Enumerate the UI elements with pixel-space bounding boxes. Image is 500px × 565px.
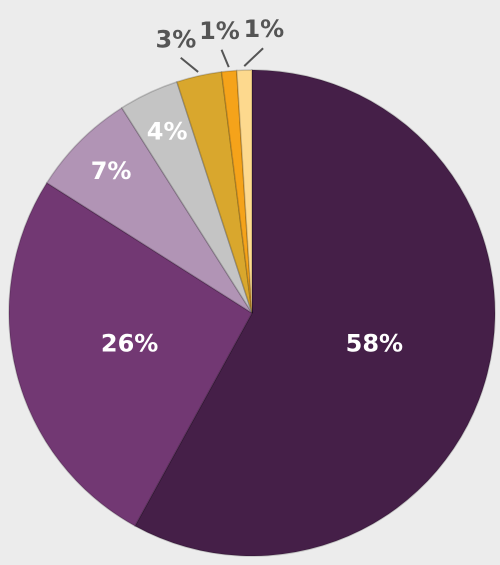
slice-label: 4%	[147, 118, 188, 146]
leader-line	[220, 49, 230, 68]
pie-slice	[133, 69, 496, 557]
pie-slice	[120, 80, 253, 314]
leader-line	[180, 56, 199, 73]
slice-label: 26%	[101, 329, 158, 357]
pie-slice	[220, 69, 253, 314]
slice-label: 3%	[156, 25, 197, 53]
slice-label: 1%	[243, 15, 284, 43]
slice-label: 1%	[199, 17, 240, 45]
pie-slice	[175, 71, 253, 314]
slice-label: 7%	[91, 157, 132, 185]
pie-slice	[8, 181, 253, 527]
leader-line	[243, 47, 264, 67]
slice-label: 58%	[346, 329, 403, 357]
pie-slice	[235, 69, 253, 314]
pie-slice	[45, 106, 253, 314]
